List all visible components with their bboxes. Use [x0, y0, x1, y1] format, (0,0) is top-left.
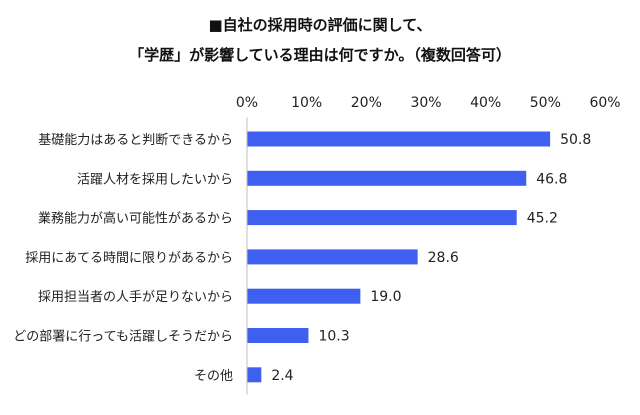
bar [247, 288, 361, 304]
x-axis-ticks: 0% 10% 20% 30% 40% 50% 60% [236, 95, 621, 111]
x-tick-label: 20% [351, 95, 382, 111]
data-label: 50.8 [560, 132, 591, 148]
data-label: 45.2 [527, 211, 558, 227]
category-label: 基礎能力はあると判断できるから [38, 133, 233, 148]
bar [247, 367, 262, 383]
data-labels: 50.8 46.8 45.2 28.6 19.0 10.3 2.4 [271, 132, 591, 384]
data-label: 46.8 [536, 171, 567, 187]
bar [247, 249, 418, 265]
data-label: 2.4 [271, 368, 293, 384]
x-tick-label: 50% [530, 95, 561, 111]
category-label: 業務能力が高い可能性があるから [38, 211, 233, 227]
bar [247, 328, 309, 343]
category-label: 採用にあてる時間に限りがあるから [25, 251, 233, 266]
x-tick-label: 40% [470, 95, 501, 111]
chart-title-line-1: ■自社の採用時の評価に関して、 [208, 16, 432, 34]
x-tick-label: 0% [236, 95, 258, 111]
data-label: 28.6 [428, 250, 459, 266]
category-labels: 基礎能力はあると判断できるから活躍人材を採用したいから業務能力が高い可能性がある… [13, 133, 233, 384]
category-label: 活躍人材を採用したいから [77, 172, 233, 187]
x-tick-label: 10% [291, 95, 322, 111]
data-label: 19.0 [370, 289, 401, 305]
bar [247, 210, 517, 226]
chart-title-line-2: 「学歴」が影響している理由は何ですか。（複数回答可） [129, 46, 511, 64]
bar [247, 131, 551, 147]
x-tick-label: 30% [410, 95, 441, 111]
bars-group [247, 131, 551, 383]
data-label: 10.3 [318, 329, 349, 345]
bar [247, 170, 527, 186]
category-label: 採用担当者の人手が足りないから [38, 290, 233, 305]
chart-title: ■自社の採用時の評価に関して、 「学歴」が影響している理由は何ですか。（複数回答… [0, 10, 640, 70]
category-label: どの部署に行っても活躍しそうだから [13, 330, 233, 345]
x-tick-label: 60% [589, 95, 620, 111]
category-label: その他 [194, 369, 233, 384]
